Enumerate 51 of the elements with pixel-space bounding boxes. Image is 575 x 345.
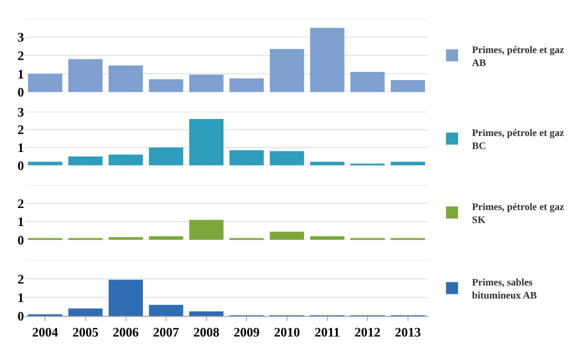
x-tick-label: 2006 [112,324,140,340]
y-tick-label: 0 [18,84,24,100]
legend-label: Primes, pétrole et gaz BC [472,128,565,152]
y-tick-label: 0 [18,232,24,248]
y-tick-label: 1 [18,140,24,156]
bar [189,311,224,316]
y-tick-label: 0 [18,308,24,324]
bar [68,59,103,92]
y-tick-label: 3 [18,30,24,45]
bar [189,118,224,166]
bar [189,220,224,240]
bar [148,148,184,166]
x-tick-label: 2009 [234,324,260,340]
bar [230,150,264,166]
bar [350,72,385,92]
bar [270,151,304,166]
legend-label: Primes, pétrole et gaz SK [472,202,565,226]
x-tick-label: 2010 [274,324,300,340]
bar [28,74,62,92]
bar [230,78,264,92]
y-tick-label: 2 [18,122,24,138]
x-tick-label: 2012 [354,324,381,340]
bar [390,80,425,92]
bar [108,66,143,92]
x-tick-label: 2008 [193,324,220,340]
x-tick-label: 2011 [314,324,340,340]
bar [108,154,143,166]
legend-label: Primes, pétrole et gaz AB [472,44,565,69]
bar [68,308,103,316]
bar [270,232,304,240]
legend-label: Primes, sables bitumineux AB [472,278,538,302]
x-tick-label: 2013 [394,324,422,340]
bar [148,79,184,92]
bar [148,304,184,316]
y-tick-label: 2 [18,196,24,211]
x-tick-label: 2007 [153,324,180,340]
y-tick-label: 2 [18,48,24,63]
bar [310,28,344,92]
bar [189,74,224,92]
y-tick-label: 3 [18,104,24,120]
y-tick-label: 2 [18,271,24,286]
y-tick-label: 1 [18,66,24,82]
x-tick-label: 2004 [32,324,59,340]
y-tick-label: 1 [18,214,24,230]
y-tick-label: 0 [18,158,24,173]
y-tick-label: 1 [18,290,24,305]
bar [270,49,304,92]
bar [68,156,103,166]
x-tick-label: 2005 [72,324,99,340]
bar [108,237,143,240]
bar [108,280,143,316]
